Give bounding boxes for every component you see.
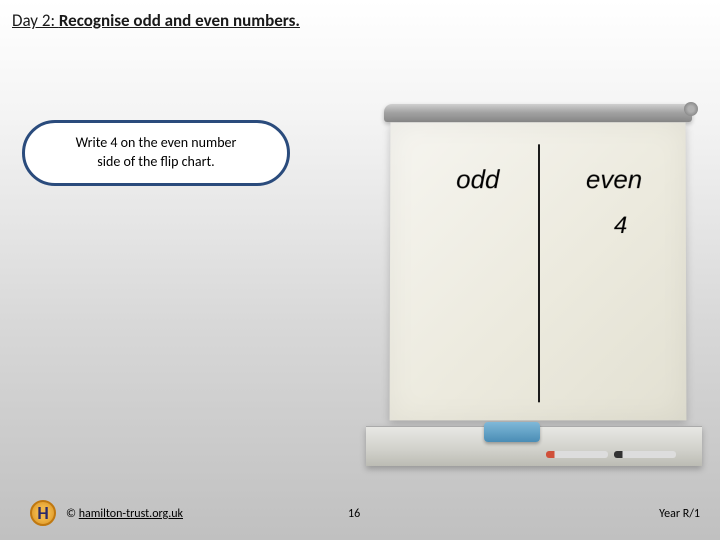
flipchart-binding [384, 104, 692, 122]
site-link[interactable]: hamilton-trust.org.uk [79, 507, 183, 521]
year-label: Year R/1 [659, 507, 700, 521]
flipchart-divider [538, 144, 540, 402]
even-value-0: 4 [614, 212, 627, 240]
logo-icon: H [30, 500, 56, 526]
title-prefix: Day 2: [12, 10, 59, 31]
marker-icon [546, 451, 608, 458]
copyright-symbol: © [66, 507, 76, 521]
eraser-icon [484, 422, 540, 442]
flipchart-tray [366, 426, 702, 466]
column-header-odd: odd [456, 164, 499, 195]
callout-line2: side of the flip chart. [97, 153, 214, 172]
callout-line1: Write 4 on the even number [76, 134, 237, 153]
flip-chart: odd even 4 [384, 112, 692, 466]
flipchart-paper: odd even 4 [390, 122, 687, 420]
logo-letter: H [37, 502, 48, 524]
slide-title: Day 2: Recognise odd and even numbers. [12, 10, 300, 31]
marker-icon [614, 451, 676, 458]
instruction-callout: Write 4 on the even number side of the f… [22, 120, 290, 186]
page-number: 16 [348, 507, 360, 521]
column-header-even: even [586, 164, 642, 195]
footer: H © hamilton-trust.org.uk 16 Year R/1 [0, 498, 720, 526]
title-main: Recognise odd and even numbers. [59, 10, 300, 31]
copyright: © hamilton-trust.org.uk [66, 507, 183, 521]
